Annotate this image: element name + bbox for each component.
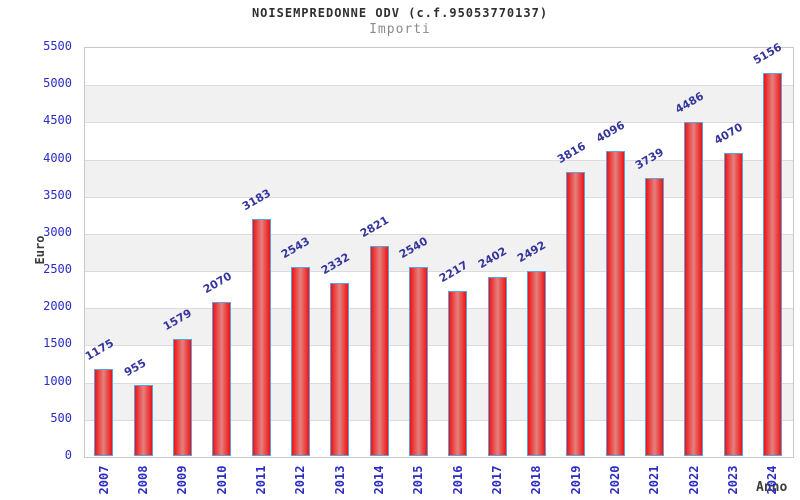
x-tick-label: 2021 — [647, 465, 661, 495]
bar — [94, 369, 113, 456]
background-band — [85, 48, 793, 85]
background-band — [85, 233, 793, 272]
gridline — [85, 122, 793, 123]
gridline — [85, 345, 793, 346]
y-tick-label: 2000 — [43, 299, 72, 314]
bar — [173, 339, 192, 456]
x-tick-label: 2016 — [451, 465, 465, 495]
x-tick-label: 2012 — [293, 465, 307, 495]
bar — [724, 153, 743, 456]
bar — [763, 73, 782, 456]
gridline — [85, 271, 793, 272]
bar — [212, 302, 231, 456]
plot-area — [84, 47, 794, 458]
chart-subtitle: Importi — [369, 22, 431, 37]
chart-title: NOISEMPREDONNE ODV (c.f.95053770137) — [251, 6, 549, 20]
background-band — [85, 85, 793, 123]
bar — [448, 291, 467, 456]
x-tick-label: 2009 — [175, 465, 189, 495]
bar — [370, 246, 389, 456]
background-band — [85, 159, 793, 197]
x-tick-label: 2014 — [372, 465, 386, 495]
x-tick-label: 2015 — [411, 465, 425, 495]
y-tick-label: 0 — [64, 448, 72, 462]
gridline — [85, 234, 793, 235]
gridline — [85, 160, 793, 161]
bar — [291, 267, 310, 456]
bar — [488, 277, 507, 456]
x-axis-title: Anno — [756, 480, 788, 495]
y-tick-label: 5000 — [43, 76, 72, 91]
y-tick-label: 4500 — [43, 113, 72, 128]
bar — [684, 122, 703, 456]
bar — [409, 267, 428, 456]
x-tick-label: 2010 — [215, 465, 229, 495]
bar — [566, 172, 585, 456]
x-tick-label: 2008 — [136, 465, 150, 495]
y-tick-label: 3000 — [43, 224, 72, 239]
bar — [527, 271, 546, 456]
y-tick-label: 1000 — [43, 373, 72, 388]
gridline — [85, 85, 793, 86]
bar — [252, 219, 271, 456]
x-tick-label: 2019 — [569, 465, 583, 495]
x-tick-label: 2011 — [254, 465, 268, 495]
y-tick-label: 2500 — [43, 262, 72, 277]
x-tick-label: 2017 — [490, 465, 504, 495]
x-tick-label: 2018 — [529, 465, 543, 495]
bar — [134, 385, 153, 456]
x-tick-label: 2013 — [333, 465, 347, 495]
background-band — [85, 308, 793, 346]
y-tick-label: 500 — [50, 410, 72, 425]
x-tick-label: 2007 — [97, 465, 111, 495]
gridline — [85, 197, 793, 198]
background-band — [85, 382, 793, 420]
x-tick-label: 2024 — [765, 465, 779, 495]
y-tick-label: 4000 — [43, 150, 72, 165]
x-tick-label: 2020 — [608, 465, 622, 495]
x-tick-label: 2023 — [726, 465, 740, 495]
bar — [330, 283, 349, 456]
bar — [606, 151, 625, 456]
y-tick-label: 1500 — [43, 336, 72, 351]
gridline — [85, 420, 793, 421]
x-tick-label: 2022 — [687, 465, 701, 495]
y-tick-label: 5500 — [43, 39, 72, 53]
y-tick-label: 3500 — [43, 187, 72, 202]
bar — [645, 178, 664, 456]
gridline — [85, 308, 793, 309]
gridline — [85, 383, 793, 384]
